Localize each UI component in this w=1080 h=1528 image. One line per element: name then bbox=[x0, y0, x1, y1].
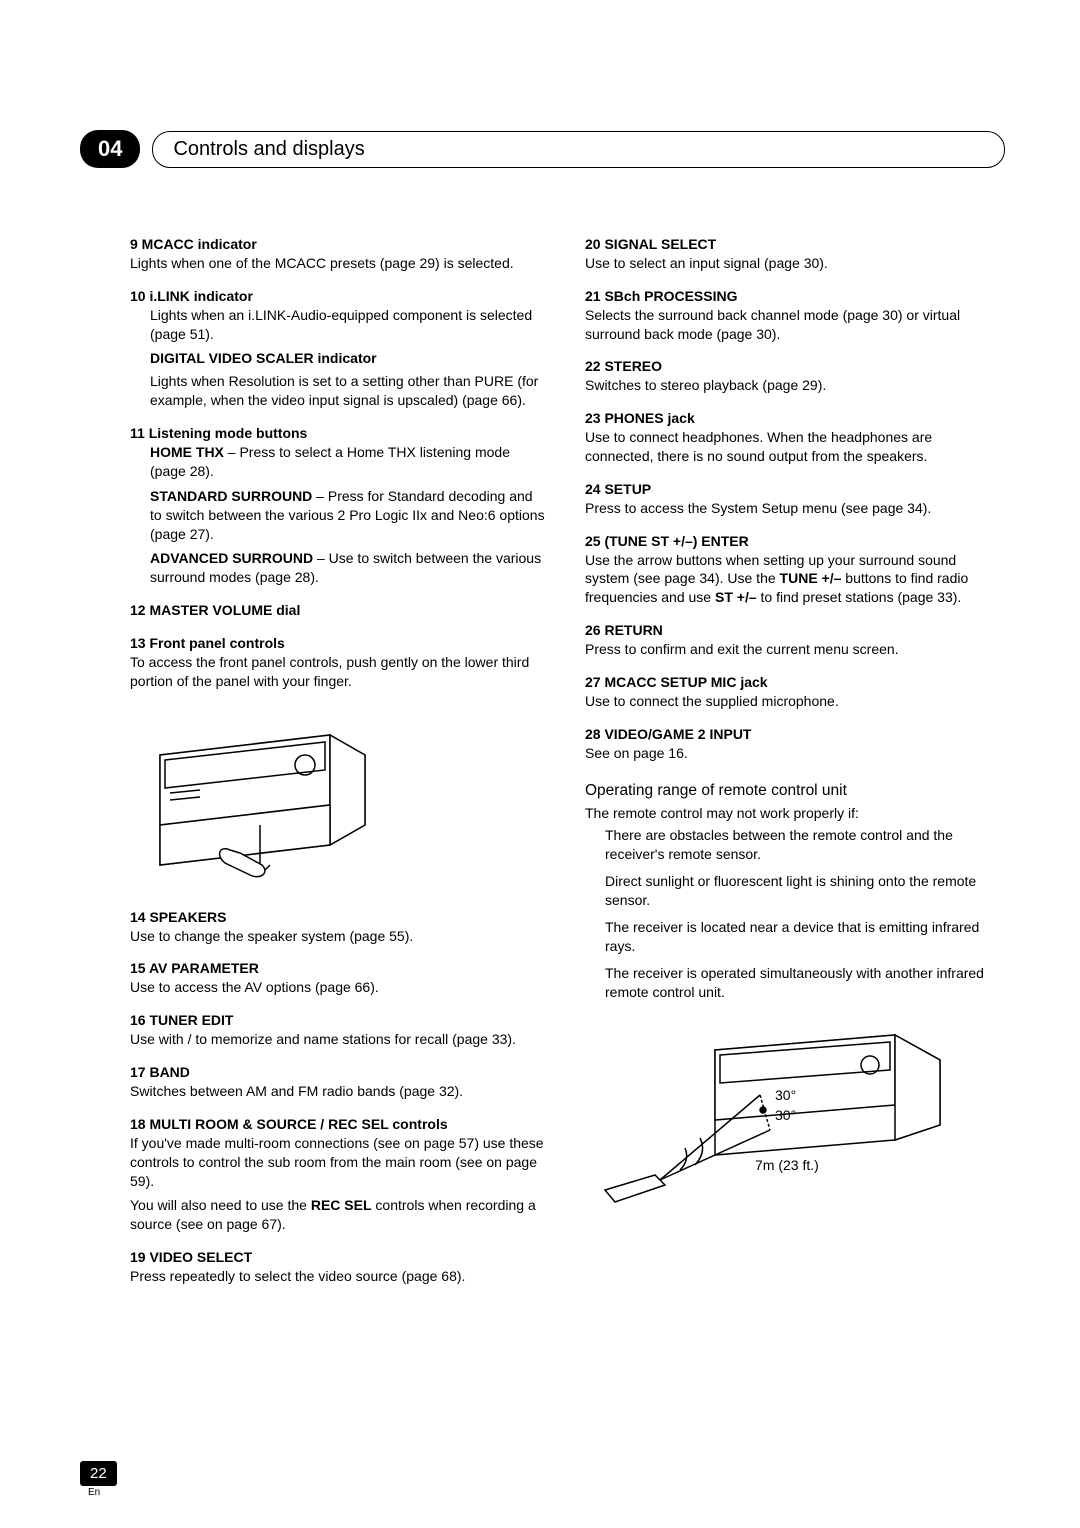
item-26-body: Press to confirm and exit the current me… bbox=[585, 640, 1000, 659]
i25-p2: TUNE +/– bbox=[780, 570, 842, 586]
item-12: 12 MASTER VOLUME dial bbox=[130, 601, 545, 620]
item-14-body: Use to change the speaker system (page 5… bbox=[130, 927, 545, 946]
item-24-body: Press to access the System Setup menu (s… bbox=[585, 499, 1000, 518]
item-12-title: 12 MASTER VOLUME dial bbox=[130, 601, 545, 620]
item-14-title: 14 SPEAKERS bbox=[130, 908, 545, 927]
item-11a: HOME THX – Press to select a Home THX li… bbox=[150, 443, 545, 481]
i18c-p1: You will also need to use the bbox=[130, 1197, 311, 1213]
item-22-body: Switches to stereo playback (page 29). bbox=[585, 376, 1000, 395]
i18-p1: If you've made multi-room connections (s… bbox=[130, 1135, 404, 1151]
page-header: 04 Controls and displays bbox=[80, 130, 1005, 168]
op-bullet-1: There are obstacles between the remote c… bbox=[605, 826, 1000, 864]
diag-30a: 30° bbox=[775, 1087, 796, 1103]
chapter-title-wrap: Controls and displays bbox=[152, 131, 1005, 168]
item-13: 13 Front panel controls To access the fr… bbox=[130, 634, 545, 691]
dvs-label: DIGITAL VIDEO SCALER indicator bbox=[150, 350, 377, 366]
item-13-body: To access the front panel controls, push… bbox=[130, 653, 545, 691]
operating-range-list: There are obstacles between the remote c… bbox=[585, 826, 1000, 1001]
content-columns: 9 MCACC indicator Lights when one of the… bbox=[130, 235, 1000, 1300]
i18c-p2: REC SEL bbox=[311, 1197, 372, 1213]
item-27-body: Use to connect the supplied microphone. bbox=[585, 692, 1000, 711]
item-27-title: 27 MCACC SETUP MIC jack bbox=[585, 673, 1000, 692]
op-bullet-3: The receiver is located near a device th… bbox=[605, 918, 1000, 956]
item-19: 19 VIDEO SELECT Press repeatedly to sele… bbox=[130, 1248, 545, 1286]
item-16-title: 16 TUNER EDIT bbox=[130, 1011, 545, 1030]
page-language: En bbox=[88, 1487, 100, 1498]
std-surround-label: STANDARD SURROUND bbox=[150, 488, 312, 504]
item-17-body: Switches between AM and FM radio bands (… bbox=[130, 1082, 545, 1101]
item-17-title: 17 BAND bbox=[130, 1063, 545, 1082]
i25-p4: ST +/– bbox=[715, 589, 757, 605]
item-25-body: Use the arrow buttons when setting up yo… bbox=[585, 551, 1000, 608]
item-18: 18 MULTI ROOM & SOURCE / REC SEL control… bbox=[130, 1115, 545, 1234]
item-17: 17 BAND Switches between AM and FM radio… bbox=[130, 1063, 545, 1101]
item-9: 9 MCACC indicator Lights when one of the… bbox=[130, 235, 545, 273]
diag-30b: 30° bbox=[775, 1107, 796, 1123]
item-10: 10 i.LINK indicator Lights when an i.LIN… bbox=[130, 287, 545, 410]
item-21-title: 21 SBch PROCESSING bbox=[585, 287, 1000, 306]
i25-p5: to find preset stations (page 33). bbox=[757, 589, 962, 605]
chapter-title: Controls and displays bbox=[173, 138, 984, 161]
item-10-title: 10 i.LINK indicator bbox=[130, 287, 545, 306]
item-28-title: 28 VIDEO/GAME 2 INPUT bbox=[585, 725, 1000, 744]
item-19-body: Press repeatedly to select the video sou… bbox=[130, 1267, 545, 1286]
item-10-sub-title: DIGITAL VIDEO SCALER indicator bbox=[150, 349, 545, 368]
operating-range-heading: Operating range of remote control unit bbox=[585, 781, 1000, 802]
item-11b: STANDARD SURROUND – Press for Standard d… bbox=[150, 487, 545, 544]
item-16-body: Use with / to memorize and name stations… bbox=[130, 1030, 545, 1049]
item-21-body: Selects the surround back channel mode (… bbox=[585, 306, 1000, 344]
item-10-sub-body: Lights when Resolution is set to a setti… bbox=[150, 372, 545, 410]
item-11-title: 11 Listening mode buttons bbox=[130, 424, 545, 443]
item-15-title: 15 AV PARAMETER bbox=[130, 959, 545, 978]
item-23-title: 23 PHONES jack bbox=[585, 409, 1000, 428]
left-column: 9 MCACC indicator Lights when one of the… bbox=[130, 235, 545, 1300]
item-20-body: Use to select an input signal (page 30). bbox=[585, 254, 1000, 273]
chapter-number-badge: 04 bbox=[80, 130, 140, 168]
item-25: 25 (TUNE ST +/–) ENTER Use the arrow but… bbox=[585, 532, 1000, 608]
item-16: 16 TUNER EDIT Use with / to memorize and… bbox=[130, 1011, 545, 1049]
item-23: 23 PHONES jack Use to connect headphones… bbox=[585, 409, 1000, 466]
item-27: 27 MCACC SETUP MIC jack Use to connect t… bbox=[585, 673, 1000, 711]
item-15: 15 AV PARAMETER Use to access the AV opt… bbox=[130, 959, 545, 997]
op-bullet-2: Direct sunlight or fluorescent light is … bbox=[605, 872, 1000, 910]
item-24-title: 24 SETUP bbox=[585, 480, 1000, 499]
item-26: 26 RETURN Press to confirm and exit the … bbox=[585, 621, 1000, 659]
item-28: 28 VIDEO/GAME 2 INPUT See on page 16. bbox=[585, 725, 1000, 763]
item-26-title: 26 RETURN bbox=[585, 621, 1000, 640]
item-22-title: 22 STEREO bbox=[585, 357, 1000, 376]
item-9-body: Lights when one of the MCACC presets (pa… bbox=[130, 254, 545, 273]
op-bullet-4: The receiver is operated simultaneously … bbox=[605, 964, 1000, 1002]
item-15-body: Use to access the AV options (page 66). bbox=[130, 978, 545, 997]
item-18-body2: You will also need to use the REC SEL co… bbox=[130, 1196, 545, 1234]
item-24: 24 SETUP Press to access the System Setu… bbox=[585, 480, 1000, 518]
item-20: 20 SIGNAL SELECT Use to select an input … bbox=[585, 235, 1000, 273]
item-28-body: See on page 16. bbox=[585, 744, 1000, 763]
item-22: 22 STEREO Switches to stereo playback (p… bbox=[585, 357, 1000, 395]
right-column: 20 SIGNAL SELECT Use to select an input … bbox=[585, 235, 1000, 1300]
item-18-body: If you've made multi-room connections (s… bbox=[130, 1134, 545, 1191]
item-23-body: Use to connect headphones. When the head… bbox=[585, 428, 1000, 466]
item-11c: ADVANCED SURROUND – Use to switch betwee… bbox=[150, 549, 545, 587]
receiver-illustration bbox=[130, 715, 390, 885]
i18c-p4: on page 67). bbox=[207, 1216, 286, 1232]
diag-dist: 7m (23 ft.) bbox=[755, 1157, 819, 1173]
home-thx-label: HOME THX bbox=[150, 444, 224, 460]
item-19-title: 19 VIDEO SELECT bbox=[130, 1248, 545, 1267]
page-number: 22 bbox=[80, 1461, 117, 1486]
item-25-title: 25 (TUNE ST +/–) ENTER bbox=[585, 532, 1000, 551]
operating-range-sub: The remote control may not work properly… bbox=[585, 804, 1000, 823]
item-14: 14 SPEAKERS Use to change the speaker sy… bbox=[130, 908, 545, 946]
item-9-title: 9 MCACC indicator bbox=[130, 235, 545, 254]
item-20-title: 20 SIGNAL SELECT bbox=[585, 235, 1000, 254]
item-21: 21 SBch PROCESSING Selects the surround … bbox=[585, 287, 1000, 344]
item-10-body: Lights when an i.LINK-Audio-equipped com… bbox=[150, 306, 545, 344]
adv-surround-label: ADVANCED SURROUND bbox=[150, 550, 313, 566]
item-18-title: 18 MULTI ROOM & SOURCE / REC SEL control… bbox=[130, 1115, 545, 1134]
remote-range-diagram: 30° 30° 7m (23 ft.) bbox=[585, 1020, 965, 1220]
item-13-title: 13 Front panel controls bbox=[130, 634, 545, 653]
item-11: 11 Listening mode buttons HOME THX – Pre… bbox=[130, 424, 545, 587]
